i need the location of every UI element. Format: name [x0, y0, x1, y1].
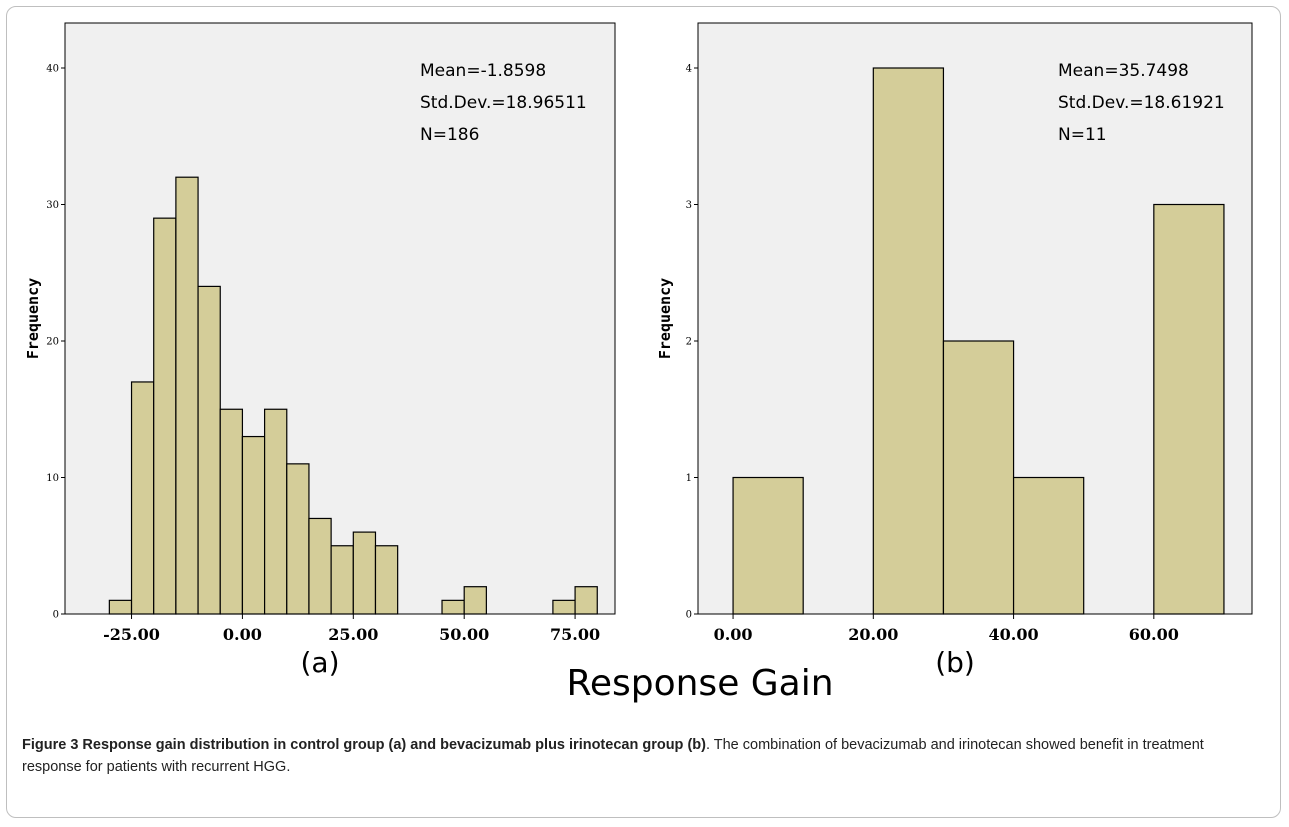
stats-annotation: N=186 [420, 125, 479, 145]
histogram-bar [263, 408, 288, 615]
histogram-bar [175, 176, 199, 615]
panel-label: (a) [300, 646, 339, 679]
x-tick-label: 20.00 [848, 625, 898, 644]
figure-caption: Figure 3 Response gain distribution in c… [22, 734, 1267, 778]
y-tick-label: 40 [46, 64, 59, 75]
y-tick-label: 0 [53, 610, 59, 621]
x-tick-label: 0.00 [714, 625, 753, 644]
x-tick-label: 75.00 [550, 625, 600, 644]
stats-annotation: N=11 [1058, 125, 1107, 145]
histogram-bar [308, 517, 332, 615]
histogram-bar [241, 435, 266, 615]
histogram-bar [732, 476, 804, 615]
histogram-bar [330, 545, 354, 615]
y-tick-label: 4 [686, 64, 692, 75]
histogram-bar [374, 545, 399, 615]
x-tick-label: 25.00 [328, 625, 378, 644]
histogram-bar [574, 586, 598, 615]
y-tick-label: 10 [46, 473, 59, 484]
stats-annotation: Std.Dev.=18.61921 [1058, 93, 1225, 113]
y-tick-label: 2 [686, 337, 692, 348]
stats-annotation: Mean=-1.8598 [420, 61, 546, 81]
stats-annotation: Mean=35.7498 [1058, 61, 1189, 81]
y-tick-label: 0 [686, 610, 692, 621]
x-tick-label: 50.00 [439, 625, 489, 644]
histogram-bar [1012, 476, 1085, 615]
histogram-bar [153, 217, 177, 615]
histogram-bar [1153, 203, 1225, 615]
histogram-bar [872, 67, 945, 615]
histogram-bar [463, 586, 487, 615]
histogram-bar [286, 463, 310, 615]
histogram-bar [352, 531, 377, 615]
caption-title: Figure 3 Response gain distribution in c… [22, 737, 706, 753]
histogram-bar [552, 599, 576, 615]
histogram-bar [108, 599, 133, 615]
panel-label: (b) [935, 646, 975, 679]
x-tick-label: 60.00 [1129, 625, 1179, 644]
histogram-bar [219, 408, 244, 615]
y-tick-label: 30 [46, 200, 59, 211]
chart-panel-a: 0 10 20 30 40 -25.00 0.00 25.00 50.00 75.00 Freque… [24, 22, 616, 679]
histogram-bar [942, 340, 1015, 615]
histogram-bar [197, 285, 221, 615]
histogram-bar [130, 381, 155, 615]
y-axis-label: Frequency [24, 278, 42, 359]
y-tick-label: 1 [686, 473, 692, 484]
x-tick-label: 0.00 [223, 625, 262, 644]
caption-text: . The combination of bevacizumab and iri… [22, 737, 1204, 775]
y-tick-label: 3 [686, 200, 692, 211]
stats-annotation: Std.Dev.=18.96511 [420, 93, 587, 113]
y-axis-label: Frequency [656, 278, 674, 359]
shared-x-axis-label: Response Gain [566, 663, 833, 704]
x-tick-label: -25.00 [103, 625, 160, 644]
x-tick-label: 40.00 [989, 625, 1039, 644]
histogram-bar [441, 599, 465, 615]
y-tick-label: 20 [46, 337, 59, 348]
